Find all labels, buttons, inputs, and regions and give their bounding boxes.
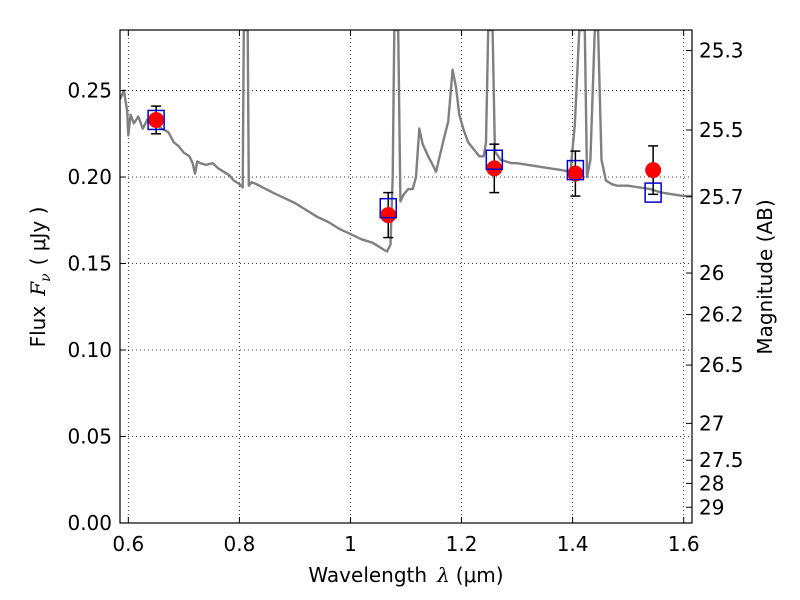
plot-frame bbox=[119, 29, 693, 524]
y2-tick-label: 27 bbox=[699, 411, 724, 435]
y-tick-label: 0.00 bbox=[67, 511, 112, 535]
axis-ticks: 0.6 0.8 1 1.2 1.4 1.6 0.00 0.05 0.10 0.15 0.20 0.25… bbox=[67, 30, 744, 556]
y2-tick-label: 28 bbox=[699, 471, 724, 495]
y-tick-label: 0.25 bbox=[67, 79, 112, 103]
plot-area bbox=[120, 30, 692, 253]
synthetic-photometry-squares bbox=[147, 109, 662, 219]
x-tick-label: 1 bbox=[344, 532, 357, 556]
y2-tick-label: 25.7 bbox=[699, 185, 744, 209]
y2-tick-label: 29 bbox=[699, 495, 724, 519]
y-axis-label: FluxFν( μJy ) bbox=[26, 207, 54, 348]
synthetic-square bbox=[566, 159, 585, 181]
model-spectrum-line bbox=[120, 30, 692, 253]
y-tick-label: 0.15 bbox=[67, 252, 112, 276]
y2-tick-label: 25.5 bbox=[699, 118, 744, 142]
observed-point bbox=[148, 111, 165, 128]
synthetic-square bbox=[147, 109, 165, 131]
observed-point bbox=[486, 160, 503, 177]
x-tick-label: 1.4 bbox=[557, 532, 589, 556]
y2-axis-label: Magnitude (AB) bbox=[753, 199, 777, 354]
y2-tick-label: 26 bbox=[699, 261, 724, 285]
y2-tick-label: 25.3 bbox=[699, 38, 744, 62]
synthetic-square bbox=[644, 182, 662, 203]
y2-tick-label: 26.2 bbox=[699, 303, 744, 327]
observed-point bbox=[567, 165, 584, 182]
y2-tick-label: 27.5 bbox=[699, 448, 744, 472]
observed-points bbox=[148, 111, 662, 224]
observed-point bbox=[380, 207, 397, 224]
grid-lines bbox=[120, 30, 692, 523]
x-tick-label: 1.6 bbox=[668, 532, 700, 556]
y-tick-label: 0.10 bbox=[67, 338, 112, 362]
synthetic-square bbox=[379, 197, 397, 219]
x-tick-label: 0.6 bbox=[112, 532, 144, 556]
y2-tick-label: 26.5 bbox=[699, 353, 744, 377]
observed-point bbox=[645, 162, 662, 179]
synthetic-square bbox=[485, 149, 504, 170]
y-tick-label: 0.20 bbox=[67, 165, 112, 189]
y-tick-label: 0.05 bbox=[67, 425, 112, 449]
x-axis-label: Wavelength λ (μm) bbox=[308, 563, 503, 587]
x-tick-label: 1.2 bbox=[446, 532, 478, 556]
x-tick-label: 0.8 bbox=[223, 532, 255, 556]
